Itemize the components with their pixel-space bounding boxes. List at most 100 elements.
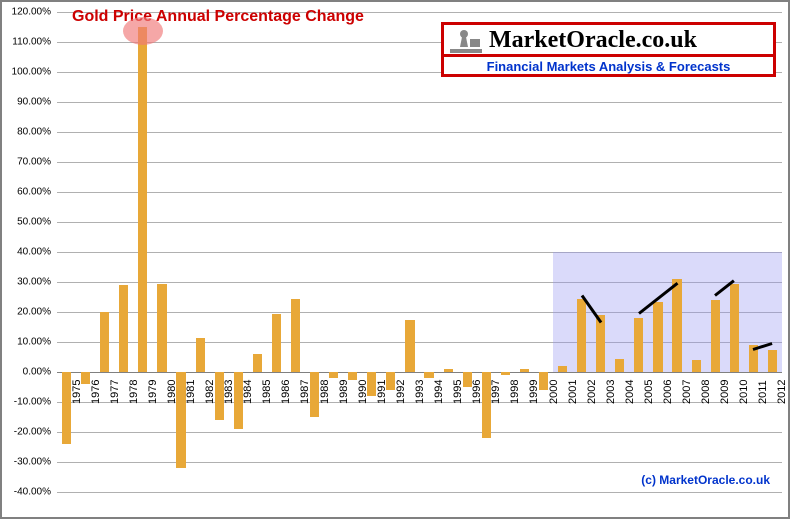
data-bar <box>405 320 414 373</box>
x-axis-label: 2003 <box>605 380 617 404</box>
data-bar <box>596 315 605 372</box>
grid-line <box>57 462 782 463</box>
y-axis-label: 20.00% <box>1 307 51 318</box>
x-axis-label: 1984 <box>242 380 254 404</box>
data-bar <box>653 302 662 373</box>
data-bar <box>501 372 510 375</box>
y-axis-label: 30.00% <box>1 277 51 288</box>
data-bar <box>348 372 357 380</box>
x-axis-label: 1996 <box>471 380 483 404</box>
x-axis-label: 2000 <box>548 380 560 404</box>
x-axis-label: 1980 <box>166 380 178 404</box>
x-axis-label: 1998 <box>509 380 521 404</box>
y-axis-label: 90.00% <box>1 97 51 108</box>
data-bar <box>634 318 643 372</box>
x-axis-label: 2004 <box>624 380 636 404</box>
data-bar <box>291 299 300 373</box>
x-axis-label: 1989 <box>338 380 350 404</box>
y-axis-label: -30.00% <box>1 457 51 468</box>
y-axis-label: 40.00% <box>1 247 51 258</box>
data-bar <box>520 369 529 372</box>
x-axis-label: 1976 <box>90 380 102 404</box>
x-axis-label: 1990 <box>357 380 369 404</box>
data-bar <box>711 300 720 372</box>
data-bar <box>138 27 147 372</box>
x-axis-label: 1992 <box>395 380 407 404</box>
x-axis-label: 1977 <box>109 380 121 404</box>
y-axis-label: 110.00% <box>1 37 51 48</box>
data-bar <box>62 372 71 444</box>
logo-brand-text: MarketOracle.co.uk <box>489 27 697 53</box>
x-axis-label: 2009 <box>719 380 731 404</box>
y-axis-label: 100.00% <box>1 67 51 78</box>
plot-area: 1975 1976 1977 1978 1979 1980 1981 1982 1983 1984… <box>57 12 782 492</box>
data-bar <box>672 279 681 372</box>
x-axis-label: 2005 <box>643 380 655 404</box>
y-axis-label: -20.00% <box>1 427 51 438</box>
x-axis-label: 1995 <box>452 380 464 404</box>
data-bar <box>558 366 567 372</box>
x-axis-label: 1999 <box>528 380 540 404</box>
y-axis-label: 10.00% <box>1 337 51 348</box>
data-bar <box>253 354 262 372</box>
x-axis-label: 1979 <box>147 380 159 404</box>
x-axis-label: 2007 <box>681 380 693 404</box>
x-axis-label: 1991 <box>376 380 388 404</box>
x-axis-label: 2011 <box>757 380 769 404</box>
x-axis-label: 1987 <box>299 380 311 404</box>
data-bar <box>157 284 166 373</box>
x-axis-label: 1993 <box>414 380 426 404</box>
data-bar <box>272 314 281 373</box>
x-axis-label: 2006 <box>662 380 674 404</box>
data-bar <box>100 312 109 372</box>
x-axis-label: 1981 <box>185 380 197 404</box>
x-axis-label: 1975 <box>71 380 83 404</box>
y-axis-label: 70.00% <box>1 157 51 168</box>
grid-line <box>57 372 782 373</box>
highlight-oval <box>123 17 163 45</box>
y-axis-label: -10.00% <box>1 397 51 408</box>
data-bar <box>692 360 701 372</box>
grid-line <box>57 132 782 133</box>
data-bar <box>424 372 433 378</box>
data-bar <box>615 359 624 373</box>
y-axis-label: 0.00% <box>1 367 51 378</box>
grid-line <box>57 222 782 223</box>
x-axis-label: 1982 <box>204 380 216 404</box>
x-axis-label: 1988 <box>319 380 331 404</box>
data-bar <box>539 372 548 390</box>
grid-line <box>57 102 782 103</box>
logo-box: MarketOracle.co.uk Financial Markets Ana… <box>441 22 776 77</box>
thinker-icon <box>450 27 482 53</box>
data-bar <box>768 350 777 373</box>
data-bar <box>329 372 338 378</box>
grid-line <box>57 192 782 193</box>
grid-line <box>57 162 782 163</box>
data-bar <box>730 284 739 373</box>
x-axis-label: 2010 <box>738 380 750 404</box>
x-axis-label: 2001 <box>567 380 579 404</box>
data-bar <box>444 369 453 372</box>
copyright-text: (c) MarketOracle.co.uk <box>641 473 770 487</box>
y-axis-label: 120.00% <box>1 7 51 18</box>
y-axis-label: 80.00% <box>1 127 51 138</box>
chart-title: Gold Price Annual Percentage Change <box>72 8 364 26</box>
highlight-region <box>553 252 782 372</box>
data-bar <box>577 299 586 373</box>
grid-line <box>57 432 782 433</box>
x-axis-label: 1997 <box>490 380 502 404</box>
data-bar <box>310 372 319 417</box>
x-axis-label: 1978 <box>128 380 140 404</box>
data-bar <box>119 285 128 372</box>
data-bar <box>196 338 205 373</box>
x-axis-label: 2002 <box>586 380 598 404</box>
y-axis-label: 50.00% <box>1 217 51 228</box>
y-axis-label: 60.00% <box>1 187 51 198</box>
x-axis-label: 2008 <box>700 380 712 404</box>
x-axis-label: 1985 <box>261 380 273 404</box>
grid-line <box>57 492 782 493</box>
logo-tagline: Financial Markets Analysis & Forecasts <box>444 57 773 74</box>
chart-container: Gold Price Annual Percentage Change Mark… <box>0 0 790 519</box>
x-axis-label: 1983 <box>223 380 235 404</box>
x-axis-label: 1994 <box>433 380 445 404</box>
